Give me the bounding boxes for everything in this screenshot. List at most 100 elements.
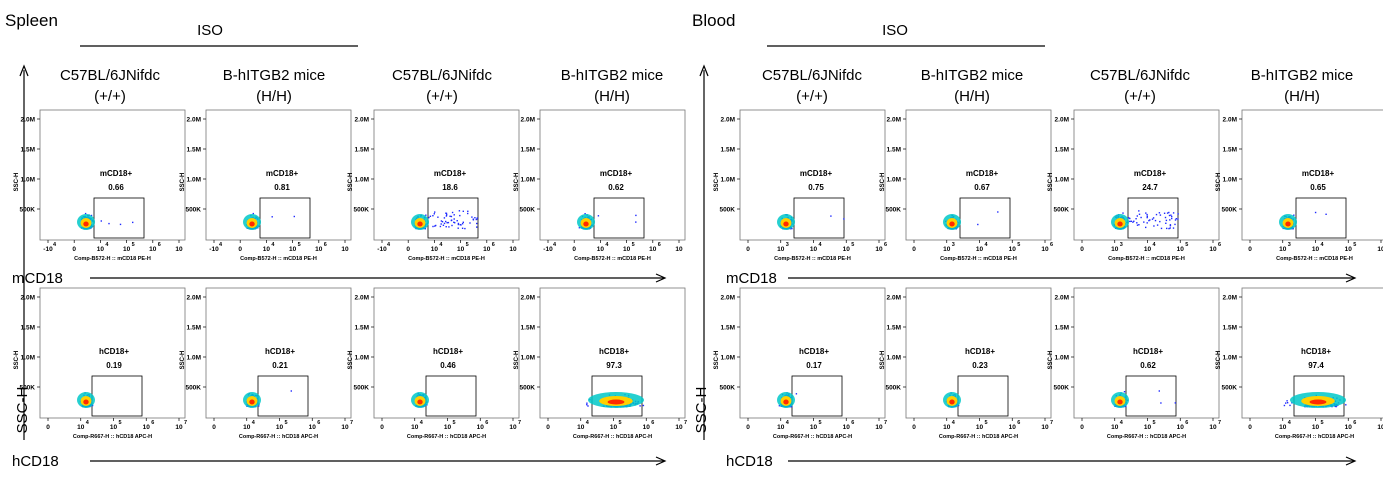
event-dot [446,222,448,224]
event-dots [777,214,845,230]
event-dot [453,214,455,216]
event-dot [1165,222,1167,224]
x-tick-exponent: 4 [420,420,424,426]
event-dot [586,402,588,404]
gate-box [1295,197,1347,239]
x-tick-exponent: 4 [252,420,256,426]
event-dot [467,212,469,215]
plot-y-title: SSC-H [180,173,186,192]
event-dot [584,213,586,215]
x-tick-label: 10 [777,246,785,253]
y-tick-label: 1.0M [1055,177,1069,184]
event-dot [1165,219,1168,222]
x-tick-exponent: 4 [1321,242,1325,248]
y-tick-label: 1.5M [721,325,735,332]
y-tick-label: 1.5M [355,325,369,332]
x-tick-exponent: 5 [619,420,622,426]
y-tick-label: 500K [885,207,901,214]
y-axis-label: SSC-H [693,387,710,434]
plot-x-title: Comp-R667-H :: hCD18 APC-H [239,434,318,440]
plot-y-title: SSC-H [880,351,886,370]
event-dot [450,215,453,218]
event-dot [258,405,260,407]
event-dot [453,221,455,223]
plot-x-title: Comp-B572-H :: mCD18 PE-H [74,256,151,262]
x-tick-label: 10 [175,424,183,431]
event-dot [459,214,461,217]
x-tick-exponent: 5 [298,242,301,248]
x-tick-label: 10 [643,424,651,431]
event-dot [435,224,437,227]
event-dot [1286,402,1289,404]
gate-name: mCD18+ [966,169,999,178]
event-dot [271,216,273,218]
y-tick-label: 1.0M [1223,177,1237,184]
y-tick-label: 1.0M [1223,355,1237,362]
x-tick-exponent: 7 [518,420,521,426]
x-tick-label: 0 [380,424,384,431]
gate-name: mCD18+ [434,169,467,178]
gate-value: 0.67 [974,183,990,192]
flow-plot: 2.0M1.5M1.0M500KSSC-H0104105106107Comp-R… [1216,287,1383,440]
x-tick-exponent: 5 [632,242,635,248]
x-tick-label: 0 [238,246,242,253]
x-tick-label: 10 [1144,424,1152,431]
x-tick-label: 10 [675,424,683,431]
event-dot [1171,215,1173,218]
plot-y-title: SSC-H [348,351,354,370]
y-tick-label: 500K [719,207,735,214]
gate-name: hCD18+ [265,347,295,356]
event-dot [467,210,469,212]
density-peak-region [417,221,423,227]
plot-frame [39,287,186,419]
x-axis-arrowhead [1345,273,1357,283]
y-tick-label: 2.0M [887,295,901,302]
column-header-line2: (H/H) [594,88,630,105]
event-dot [90,214,93,217]
event-dot [119,223,122,226]
x-tick-exponent: 7 [350,420,353,426]
x-tick-exponent: 4 [86,420,90,426]
x-tick-label: 10 [1312,424,1320,431]
x-tick-exponent: 3 [1288,242,1291,248]
event-dot [1160,402,1162,404]
x-tick-label: 10 [315,246,323,253]
event-dot [476,226,478,228]
plot-x-title: Comp-B572-H :: mCD18 PE-H [408,256,485,262]
plot-y-title: SSC-H [1048,351,1054,370]
y-tick-label: 2.0M [1223,117,1237,124]
column-header-line1: B-hITGB2 mice [561,67,664,84]
gate-value: 97.3 [606,361,622,370]
event-dot [790,405,793,408]
x-tick-exponent: 6 [1050,242,1053,248]
gate-value: 0.81 [274,183,290,192]
event-dot [843,218,845,220]
gate-box [93,197,145,239]
column-header-line1: C57BL/6JNifdc [762,67,863,84]
event-dot [578,227,581,229]
x-tick-label: 10 [810,246,818,253]
x-tick-label: 10 [943,424,951,431]
event-dot [1168,211,1170,214]
x-tick-exponent: 5 [819,420,822,426]
event-dot [1172,227,1175,229]
y-tick-label: 2.0M [21,295,35,302]
x-tick-label: 10 [149,246,157,253]
x-tick-label: 10 [810,424,818,431]
event-dots [1279,211,1327,230]
event-dot [587,405,589,407]
density-peak-region [249,399,255,405]
gate-value: 0.65 [1310,183,1326,192]
gate-value: 0.62 [1140,361,1156,370]
gate-name: hCD18+ [599,347,629,356]
x-tick-exponent: 4 [271,242,275,248]
x-tick-label: 10 [509,424,517,431]
event-dot [635,221,637,223]
plot-x-title: Comp-R667-H :: hCD18 APC-H [939,434,1018,440]
x-tick-label: 10 [1377,246,1383,253]
gate-name: mCD18+ [800,169,833,178]
y-tick-label: 1.5M [521,147,535,154]
